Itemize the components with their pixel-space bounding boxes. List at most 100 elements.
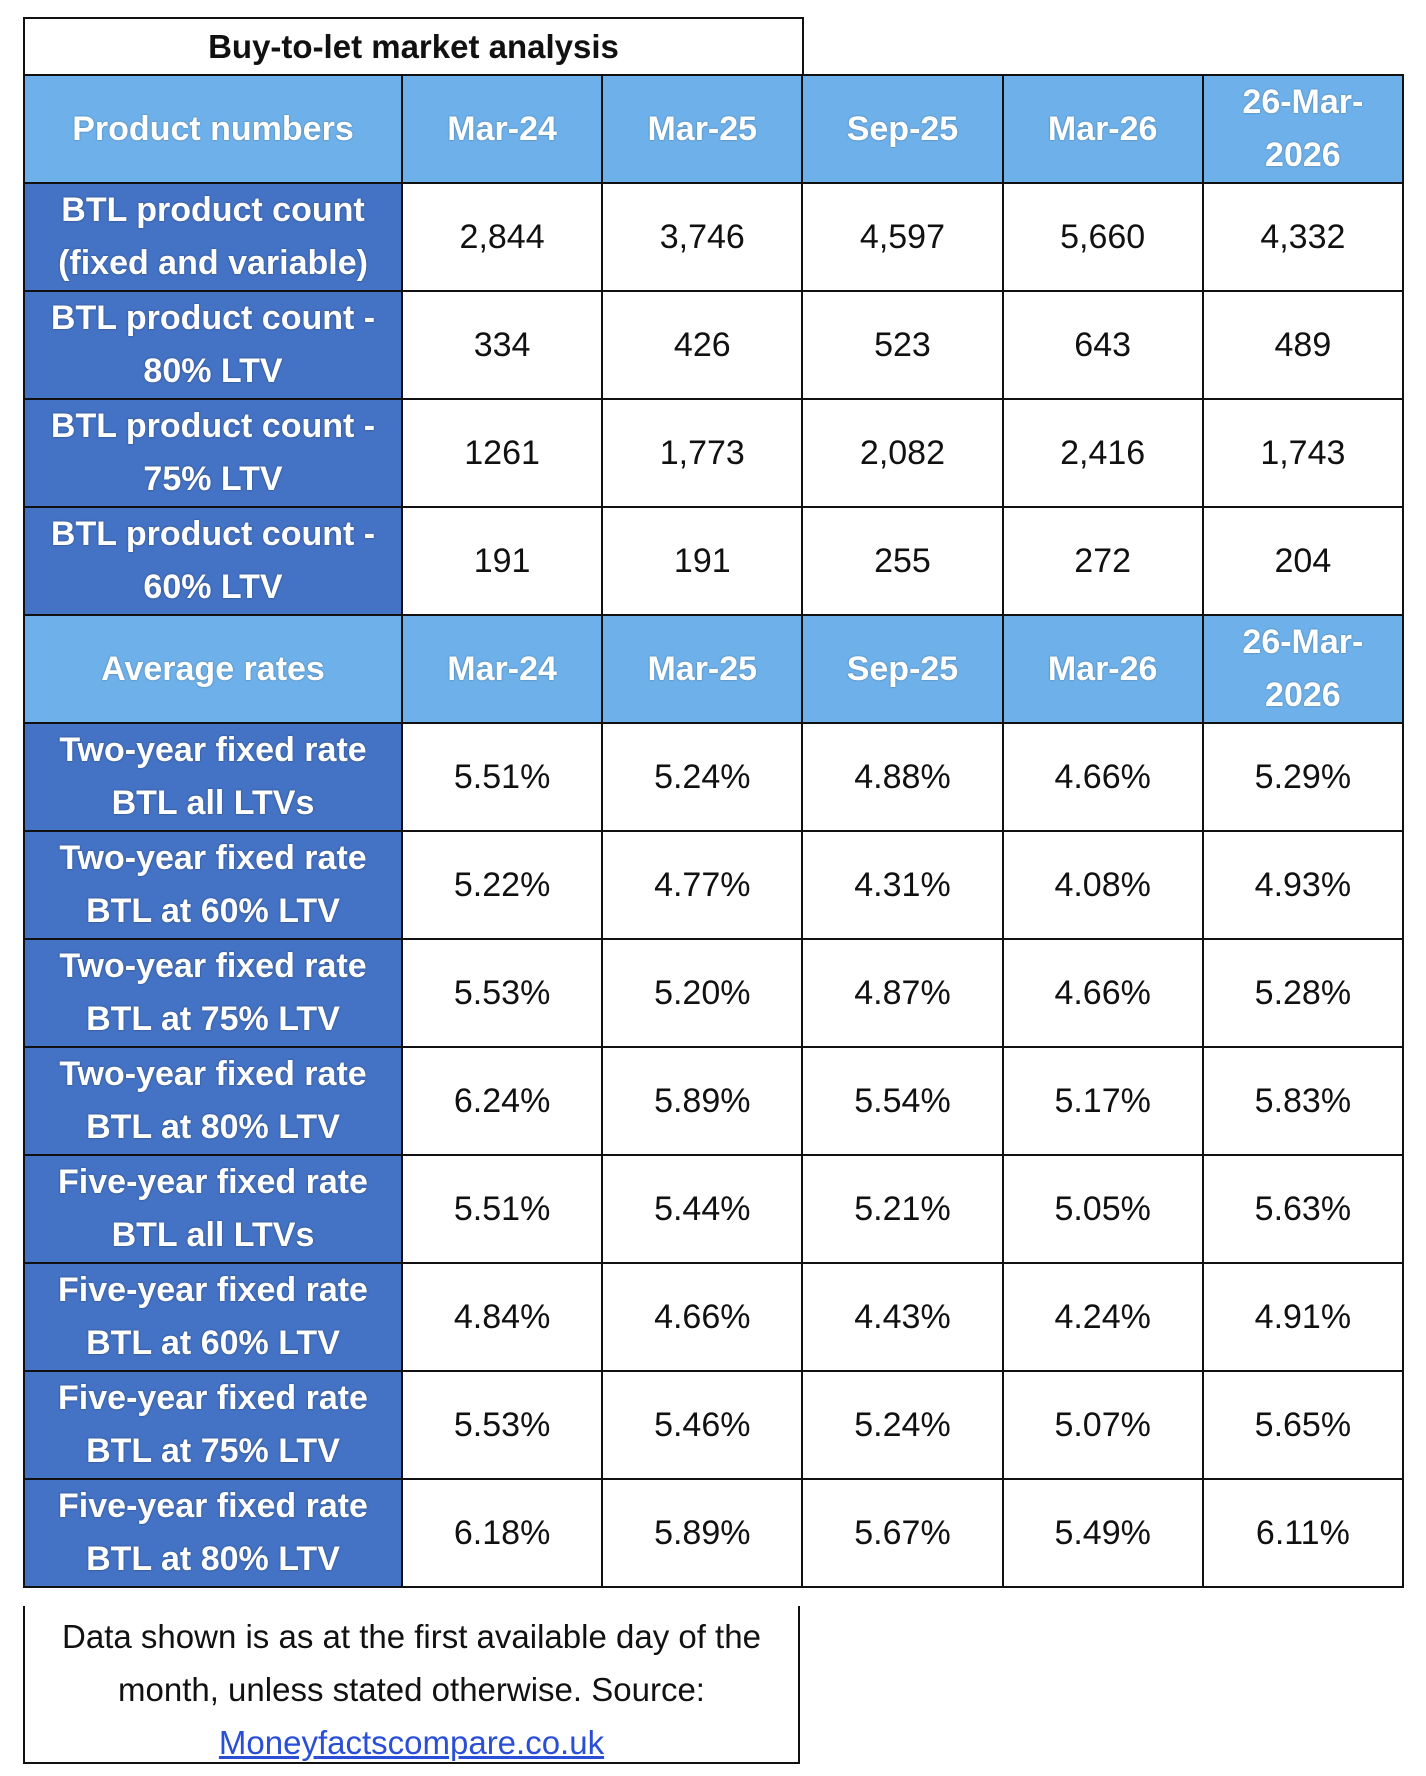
data-row: Five-year fixed rate BTL at 60% LTV 4.84%… (23, 1262, 1405, 1372)
value-cell: 5.24% (801, 1370, 1004, 1480)
value-cell: 5.67% (801, 1478, 1004, 1588)
value-cell: 4.43% (801, 1262, 1004, 1372)
value-cell: 4.84% (400, 1262, 604, 1372)
data-row: Five-year fixed rate BTL all LTVs 5.51% 5.… (23, 1154, 1405, 1264)
value-cell: 5.28% (1201, 938, 1405, 1048)
footer-note: Data shown is as at the first available … (62, 1618, 761, 1708)
row-label: BTL product count - 60% LTV (23, 506, 403, 616)
value-cell: 5.24% (601, 722, 804, 832)
value-cell: 4.87% (801, 938, 1004, 1048)
value-cell: 5.21% (801, 1154, 1004, 1264)
value-cell: 2,082 (801, 398, 1004, 508)
row-label: BTL product count - 75% LTV (23, 398, 403, 508)
value-cell: 6.18% (400, 1478, 604, 1588)
value-cell: 5.51% (400, 722, 604, 832)
data-table: Product numbers Mar-24 Mar-25 Sep-25 Mar-26 2… (23, 74, 1405, 1588)
value-cell: 5.53% (400, 938, 604, 1048)
value-cell: 2,844 (400, 182, 604, 292)
value-cell: 5.20% (601, 938, 804, 1048)
data-row: BTL product count - 80% LTV 334 426 523 643 4… (23, 290, 1405, 400)
value-cell: 2,416 (1001, 398, 1204, 508)
value-cell: 5,660 (1001, 182, 1204, 292)
value-cell: 5.49% (1001, 1478, 1204, 1588)
data-row: BTL product count (fixed and variable) 2,… (23, 182, 1405, 292)
value-cell: 5.51% (400, 1154, 604, 1264)
value-cell: 4.93% (1201, 830, 1405, 940)
value-cell: 5.65% (1201, 1370, 1405, 1480)
row-label: BTL product count (fixed and variable) (23, 182, 403, 292)
value-cell: 489 (1201, 290, 1405, 400)
value-cell: 4.66% (601, 1262, 804, 1372)
value-cell: 3,746 (601, 182, 804, 292)
value-cell: 4,332 (1201, 182, 1405, 292)
data-row: Five-year fixed rate BTL at 80% LTV 6.18%… (23, 1478, 1405, 1588)
data-row: Two-year fixed rate BTL all LTVs 5.51% 5.2… (23, 722, 1405, 832)
value-cell: 4.91% (1201, 1262, 1405, 1372)
row-label: Two-year fixed rate BTL all LTVs (23, 722, 403, 832)
footer: Data shown is as at the first available … (23, 1606, 800, 1764)
header-cell: Average rates (23, 614, 403, 724)
data-row: BTL product count - 75% LTV 1261 1,773 2,08… (23, 398, 1405, 508)
value-cell: 191 (601, 506, 804, 616)
value-cell: 5.53% (400, 1370, 604, 1480)
value-cell: 4.77% (601, 830, 804, 940)
data-row: Five-year fixed rate BTL at 75% LTV 5.53%… (23, 1370, 1405, 1480)
value-cell: 5.63% (1201, 1154, 1405, 1264)
value-cell: 643 (1001, 290, 1204, 400)
value-cell: 4.66% (1001, 938, 1204, 1048)
value-cell: 255 (801, 506, 1004, 616)
value-cell: 426 (601, 290, 804, 400)
row-label: Two-year fixed rate BTL at 75% LTV (23, 938, 403, 1048)
row-label: Five-year fixed rate BTL all LTVs (23, 1154, 403, 1264)
value-cell: 5.54% (801, 1046, 1004, 1156)
header-cell: Mar-26 (1001, 614, 1204, 724)
value-cell: 4.24% (1001, 1262, 1204, 1372)
value-cell: 1261 (400, 398, 604, 508)
value-cell: 6.24% (400, 1046, 604, 1156)
value-cell: 204 (1201, 506, 1405, 616)
row-label: Two-year fixed rate BTL at 60% LTV (23, 830, 403, 940)
source-link[interactable]: Moneyfactscompare.co.uk (218, 1724, 605, 1761)
value-cell: 334 (400, 290, 604, 400)
header-cell: Mar-25 (601, 74, 804, 184)
table-title: Buy-to-let market analysis (23, 17, 804, 74)
value-cell: 5.83% (1201, 1046, 1405, 1156)
value-cell: 4.08% (1001, 830, 1204, 940)
value-cell: 4.31% (801, 830, 1004, 940)
value-cell: 5.07% (1001, 1370, 1204, 1480)
value-cell: 5.29% (1201, 722, 1405, 832)
data-row: BTL product count - 60% LTV 191 191 255 272 2… (23, 506, 1405, 616)
header-cell: Mar-26 (1001, 74, 1204, 184)
value-cell: 1,743 (1201, 398, 1405, 508)
row-label: Two-year fixed rate BTL at 80% LTV (23, 1046, 403, 1156)
value-cell: 191 (400, 506, 604, 616)
value-cell: 5.22% (400, 830, 604, 940)
value-cell: 6.11% (1201, 1478, 1405, 1588)
header-cell: Mar-25 (601, 614, 804, 724)
header-cell: Mar-24 (400, 614, 604, 724)
row-label: Five-year fixed rate BTL at 80% LTV (23, 1478, 403, 1588)
value-cell: 5.17% (1001, 1046, 1204, 1156)
header-cell: Mar-24 (400, 74, 604, 184)
row-label: Five-year fixed rate BTL at 60% LTV (23, 1262, 403, 1372)
value-cell: 5.46% (601, 1370, 804, 1480)
header-cell: Product numbers (23, 74, 403, 184)
value-cell: 4,597 (801, 182, 1004, 292)
value-cell: 5.44% (601, 1154, 804, 1264)
value-cell: 272 (1001, 506, 1204, 616)
header-cell: Sep-25 (801, 74, 1004, 184)
row-label: Five-year fixed rate BTL at 75% LTV (23, 1370, 403, 1480)
header-cell: 26-Mar-2026 (1201, 614, 1405, 724)
value-cell: 4.66% (1001, 722, 1204, 832)
value-cell: 1,773 (601, 398, 804, 508)
data-row: Two-year fixed rate BTL at 75% LTV 5.53% 5… (23, 938, 1405, 1048)
header-cell: 26-Mar-2026 (1201, 74, 1405, 184)
row-label: BTL product count - 80% LTV (23, 290, 403, 400)
value-cell: 5.89% (601, 1046, 804, 1156)
value-cell: 4.88% (801, 722, 1004, 832)
data-row: Two-year fixed rate BTL at 60% LTV 5.22% 4… (23, 830, 1405, 940)
header-row: Product numbers Mar-24 Mar-25 Sep-25 Mar-26 2… (23, 74, 1405, 184)
value-cell: 5.89% (601, 1478, 804, 1588)
header-row: Average rates Mar-24 Mar-25 Sep-25 Mar-26 26-… (23, 614, 1405, 724)
